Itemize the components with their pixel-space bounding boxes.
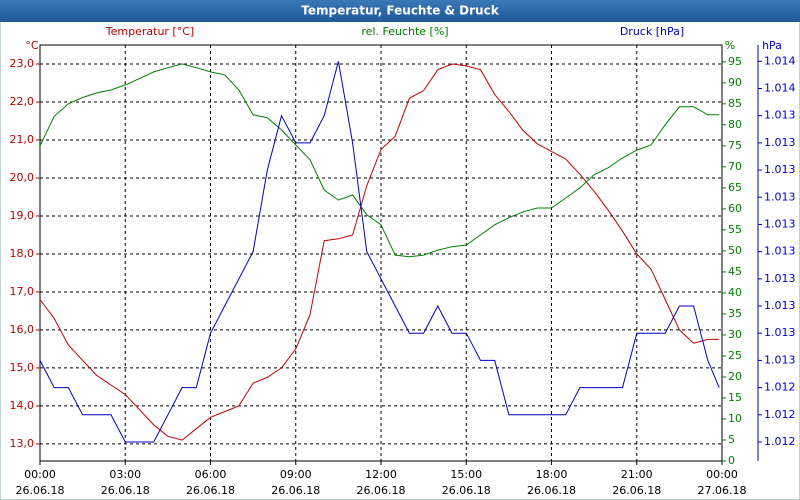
y3-tick-label: 1.013 [764, 109, 796, 122]
x-tick-label: 09:00 [280, 468, 312, 481]
series-line [39, 63, 720, 258]
y2-tick-label: 75 [728, 139, 742, 152]
y3-tick-label: 1.013 [764, 163, 796, 176]
y2-tick-label: 80 [728, 118, 742, 131]
y3-tick-label: 1.013 [764, 190, 796, 203]
x-tick-label: 00:00 [706, 468, 738, 481]
y2-tick-label: 25 [728, 349, 742, 362]
legend-label: Druck [hPa] [620, 25, 684, 38]
y-tick-label: 22,0 [10, 95, 35, 108]
y2-tick-label: 65 [728, 181, 742, 194]
series-line [39, 61, 720, 443]
y3-tick-label: 1.013 [764, 217, 796, 230]
x-tick-date: 26.06.18 [357, 484, 406, 497]
y3-tick-label: 1.012 [764, 381, 796, 394]
y-tick-label: 17,0 [10, 285, 35, 298]
x-tick-date: 26.06.18 [101, 484, 150, 497]
x-tick-label: 00:00 [24, 468, 56, 481]
y-tick-label: 14,0 [10, 399, 35, 412]
y2-tick-label: 55 [728, 223, 742, 236]
x-tick-label: 21:00 [621, 468, 653, 481]
y3-tick-label: 1.013 [764, 326, 796, 339]
y2-tick-label: 40 [728, 286, 742, 299]
x-tick-date: 26.06.18 [442, 484, 491, 497]
y2-tick-label: 50 [728, 244, 742, 257]
y2-tick-label: 30 [728, 328, 742, 341]
y3-tick-label: 1.014 [764, 82, 796, 95]
y-tick-label: 20,0 [10, 171, 35, 184]
y3-tick-label: 1.013 [764, 353, 796, 366]
y2-tick-label: 20 [728, 370, 742, 383]
y2-tick-label: 85 [728, 97, 742, 110]
x-tick-label: 06:00 [195, 468, 227, 481]
y-tick-label: 18,0 [10, 247, 35, 260]
y3-tick-label: 1.014 [764, 54, 796, 67]
x-tick-date: 26.06.18 [271, 484, 320, 497]
x-tick-date: 26.06.18 [16, 484, 65, 497]
y2-tick-label: 0 [728, 454, 735, 467]
y3-tick-label: 1.013 [764, 272, 796, 285]
y2-tick-label: 15 [728, 391, 742, 404]
y3-unit: hPa [762, 39, 782, 52]
y2-tick-label: 70 [728, 160, 742, 173]
legend-label: rel. Feuchte [%] [361, 25, 448, 38]
y2-tick-label: 90 [728, 76, 742, 89]
x-tick-label: 03:00 [109, 468, 141, 481]
y-tick-label: 15,0 [10, 361, 35, 374]
y2-tick-label: 45 [728, 265, 742, 278]
plot-area [39, 44, 723, 462]
y-tick-label: 21,0 [10, 133, 35, 146]
chart-title: Temperatur, Feuchte & Druck [301, 4, 499, 18]
x-tick-label: 12:00 [365, 468, 397, 481]
x-tick-date: 26.06.18 [612, 484, 661, 497]
y3-tick-label: 1.013 [764, 299, 796, 312]
y2-tick-label: 60 [728, 202, 742, 215]
y-tick-label: 23,0 [10, 57, 35, 70]
legend-label: Temperatur [°C] [105, 25, 194, 38]
y-tick-label: 13,0 [10, 437, 35, 450]
y3-tick-label: 1.012 [764, 408, 796, 421]
y3-tick-label: 1.013 [764, 245, 796, 258]
y3-tick-label: 1.012 [764, 435, 796, 448]
x-tick-label: 15:00 [450, 468, 482, 481]
y-unit: °C [25, 39, 39, 52]
title-bar [0, 0, 800, 22]
y3-tick-label: 1.013 [764, 136, 796, 149]
x-tick-date: 26.06.18 [527, 484, 576, 497]
y2-tick-label: 10 [728, 412, 742, 425]
y2-tick-label: 95 [728, 55, 742, 68]
x-tick-label: 18:00 [536, 468, 568, 481]
y-tick-label: 16,0 [10, 323, 35, 336]
y-tick-label: 19,0 [10, 209, 35, 222]
y2-tick-label: 5 [728, 433, 735, 446]
x-tick-date: 26.06.18 [186, 484, 235, 497]
series-line [39, 63, 720, 441]
y2-tick-label: 35 [728, 307, 742, 320]
y2-unit: % [725, 39, 735, 52]
x-tick-date: 27.06.18 [698, 484, 747, 497]
